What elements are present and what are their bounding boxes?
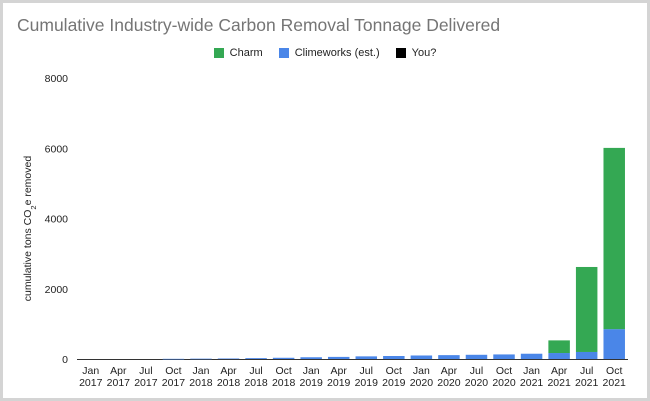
bar-climeworks-est [327,356,350,359]
x-tick-label: 2017 [79,377,103,389]
x-tick-label: 2018 [217,377,241,389]
bar-charm [603,147,625,330]
x-tick-label: Oct [386,365,402,377]
x-tick-label: 2018 [189,377,213,389]
x-tick-label: Jan [523,365,540,377]
bar-climeworks-est [383,356,405,359]
x-tick-label: 2020 [465,377,489,389]
bar-climeworks-est [355,356,378,359]
legend-swatch [395,48,406,58]
legend-item: Charm [213,47,263,59]
bar-climeworks-est [548,353,570,359]
y-tick-label: 0 [62,354,68,366]
bar-climeworks-est [272,357,295,359]
legend-label: Climeworks (est.) [294,47,380,59]
x-tick-label: 2019 [355,377,379,389]
legend-swatch [278,48,289,58]
x-tick-label: 2021 [520,377,544,389]
x-tick-label: Jan [303,365,320,377]
x-tick-label: 2017 [107,377,131,389]
bar-climeworks-est [520,353,543,359]
x-tick-label: 2017 [162,377,186,389]
x-tick-label: 2021 [603,377,627,389]
y-tick-label: 4000 [45,214,69,226]
x-tick-label: 2021 [547,377,571,389]
x-tick-label: Jan [193,365,210,377]
bar-climeworks-est [603,329,625,359]
x-tick-label: Jan [413,365,430,377]
x-tick-label: Oct [496,365,512,377]
x-tick-label: Apr [551,365,568,377]
x-tick-label: Oct [165,365,181,377]
x-tick-label: 2018 [244,377,268,389]
legend-item: You? [395,47,437,59]
x-tick-label: 2019 [299,377,323,389]
y-tick-label: 6000 [45,143,69,155]
x-tick-label: Jul [249,365,262,377]
x-tick-label: 2019 [327,377,351,389]
bar-climeworks-est [575,351,598,359]
legend-label: Charm [229,47,263,59]
x-tick-label: Apr [331,365,348,377]
bar-climeworks-est [162,358,185,360]
x-tick-label: 2021 [575,377,599,389]
bar-climeworks-est [217,358,240,360]
x-tick-label: 2020 [410,377,434,389]
chart-legend: Charm Climeworks (est.) You? [3,47,647,59]
x-tick-label: Oct [606,365,622,377]
x-tick-label: 2020 [437,377,461,389]
x-tick-label: 2018 [272,377,296,389]
x-tick-label: Jul [139,365,152,377]
bar-climeworks-est [438,355,460,359]
x-tick-label: 2017 [134,377,158,389]
bar-climeworks-est [300,357,322,359]
x-tick-label: Jul [470,365,483,377]
bar-charm [575,266,598,352]
x-tick-label: Jul [360,365,373,377]
y-tick-label: 8000 [45,73,69,85]
bar-climeworks-est [410,355,433,359]
x-tick-label: Apr [110,365,127,377]
y-axis-label: cumulative tons CO2e removed [22,156,38,302]
chart-title: Cumulative Industry-wide Carbon Removal … [17,15,501,35]
chart-card: Cumulative Industry-wide Carbon Removal … [3,3,647,398]
x-tick-label: Apr [441,365,458,377]
y-tick-label: 2000 [45,284,69,296]
bar-climeworks-est [190,358,212,360]
bar-climeworks-est [465,354,488,359]
x-tick-label: Apr [220,365,237,377]
x-tick-label: 2019 [382,377,406,389]
x-tick-label: Jul [580,365,593,377]
x-tick-label: 2020 [492,377,516,389]
x-tick-label: Jan [82,365,99,377]
x-tick-label: Oct [275,365,291,377]
legend-item: Climeworks (est.) [278,47,380,59]
legend-swatch [213,48,224,58]
bar-charm [548,340,570,354]
legend-label: You? [411,47,437,59]
bar-climeworks-est [245,358,267,359]
bar-climeworks-est [493,354,515,359]
